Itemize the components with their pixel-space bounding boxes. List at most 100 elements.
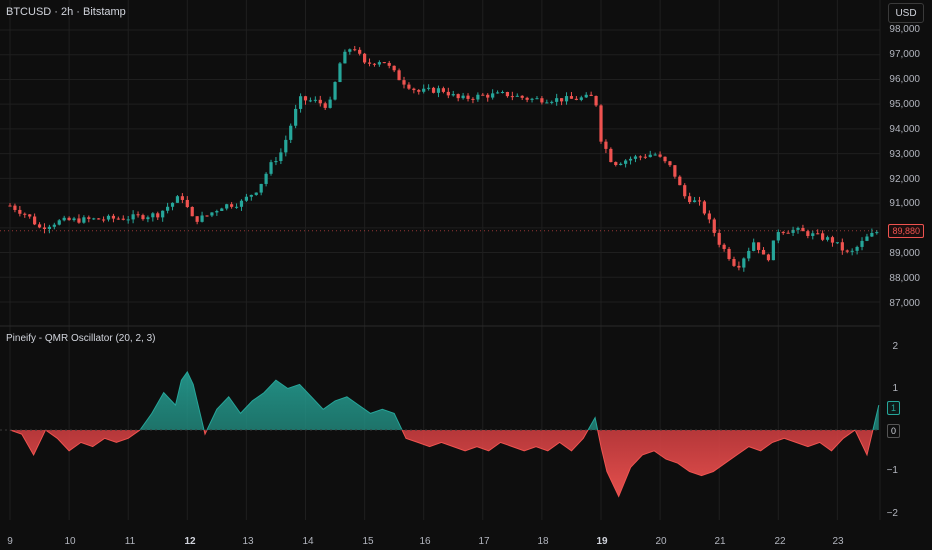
candle-body <box>402 80 406 85</box>
candle-body <box>121 218 125 220</box>
candle-body <box>338 63 342 83</box>
candle-body <box>505 92 510 97</box>
indicator-title[interactable]: Pineify - QMR Oscillator (20, 2, 3) <box>6 333 156 344</box>
time-label: 14 <box>302 536 314 547</box>
candle-body <box>520 95 524 98</box>
candle-body <box>614 162 618 165</box>
time-label: 10 <box>64 536 76 547</box>
candle-body <box>116 218 120 220</box>
price-label: 97,000 <box>889 49 920 60</box>
candle-body <box>732 259 736 266</box>
candle-body <box>412 88 416 91</box>
candle-body <box>175 196 180 203</box>
currency-button[interactable]: USD <box>888 3 924 23</box>
candle-body <box>82 217 86 223</box>
candle-body <box>747 250 751 259</box>
time-label: 19 <box>596 536 608 547</box>
osc-value-badge: 1 <box>886 401 900 415</box>
candle-body <box>560 98 564 102</box>
candle-body <box>564 96 569 102</box>
price-label: 88,000 <box>889 273 920 284</box>
candle-body <box>318 99 322 104</box>
candle-body <box>397 70 401 81</box>
candle-body <box>210 212 214 216</box>
candle-body <box>638 156 642 158</box>
candle-body <box>185 199 189 208</box>
candle-body <box>604 141 608 149</box>
candle-body <box>328 99 332 108</box>
candle-body <box>491 93 495 98</box>
candle-body <box>579 97 583 100</box>
candle-body <box>688 196 692 203</box>
candle-body <box>786 232 790 234</box>
candle-body <box>205 215 209 217</box>
candle-body <box>279 152 283 162</box>
candle-body <box>308 100 313 102</box>
candle-body <box>619 163 623 165</box>
candle-body <box>284 139 288 153</box>
candle-body <box>653 154 657 156</box>
candle-body <box>234 206 239 208</box>
candle-body <box>737 265 741 268</box>
candle-body <box>752 242 756 251</box>
candle-body <box>540 98 544 103</box>
osc-axis-label: −1 <box>886 465 898 476</box>
candle-body <box>313 99 317 101</box>
candle-body <box>244 196 248 201</box>
candle-body <box>806 231 810 236</box>
candle-body <box>692 200 697 203</box>
price-label: 89,000 <box>889 248 920 259</box>
candle-body <box>678 176 682 186</box>
time-label: 18 <box>537 536 549 547</box>
symbol-title: BTCUSD · 2h · Bitstamp <box>6 6 126 18</box>
candle-body <box>500 92 505 94</box>
candle-body <box>382 62 386 64</box>
candle-body <box>87 217 91 219</box>
candle-body <box>855 246 859 251</box>
candle-body <box>363 53 367 63</box>
candle-body <box>136 214 140 216</box>
osc-line-negative <box>9 430 874 498</box>
candle-body <box>495 92 500 94</box>
candle-body <box>259 183 263 193</box>
candle-body <box>471 98 475 100</box>
candle-body <box>146 217 150 220</box>
candle-body <box>249 194 253 197</box>
candle-body <box>584 94 588 98</box>
time-label: 12 <box>184 536 196 547</box>
candle-body <box>727 248 731 260</box>
candle-body <box>33 216 37 225</box>
candle-body <box>796 227 800 230</box>
candle-body <box>594 96 598 106</box>
candle-body <box>816 233 820 235</box>
candle-body <box>126 219 130 221</box>
candle-body <box>830 237 835 243</box>
candle-body <box>417 90 421 92</box>
osc-axis-label: 2 <box>892 341 898 352</box>
candle-body <box>845 250 849 252</box>
candle-body <box>825 237 830 240</box>
candle-body <box>225 204 229 209</box>
candle-body <box>77 218 81 223</box>
price-label: 92,000 <box>889 174 920 185</box>
candle-body <box>461 95 465 99</box>
candle-body <box>52 224 56 227</box>
candle-body <box>367 62 372 64</box>
candle-body <box>525 97 529 100</box>
candle-body <box>673 165 677 177</box>
candle-body <box>441 88 445 92</box>
candle-body <box>333 82 337 100</box>
candle-body <box>436 88 441 93</box>
candle-body <box>870 232 874 237</box>
candle-body <box>569 96 574 99</box>
candle-body <box>239 200 244 207</box>
candle-body <box>717 232 721 245</box>
candle-body <box>589 94 593 97</box>
candle-body <box>510 96 514 98</box>
candle-body <box>230 204 234 207</box>
candle-body <box>742 258 746 268</box>
price-label: 94,000 <box>889 124 920 135</box>
candle-body <box>407 84 411 89</box>
candle-body <box>343 51 347 64</box>
